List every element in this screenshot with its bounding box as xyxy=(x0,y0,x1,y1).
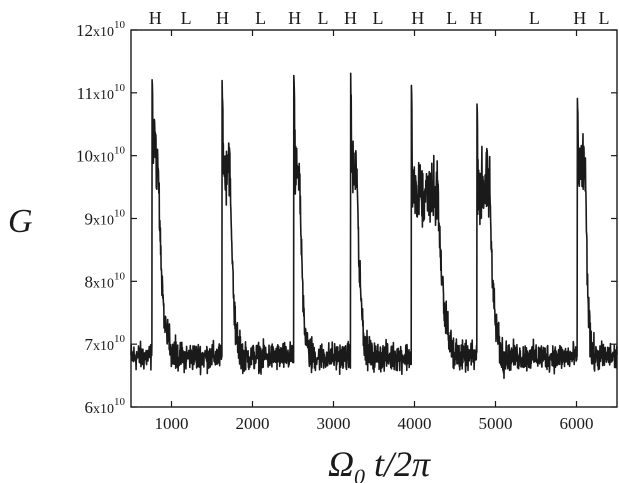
state-label: L xyxy=(181,8,192,28)
x-axis-title-prefix: Ω xyxy=(328,444,354,483)
x-tick-label: 3000 xyxy=(317,414,351,433)
state-label: L xyxy=(529,8,540,28)
labels: 6x1010 7x1010 8x1010 9x1010 10x1010 11x1010 12… xyxy=(76,8,610,433)
state-label: L xyxy=(599,8,610,28)
axes xyxy=(130,29,618,408)
y-tick-label: 7x1010 xyxy=(85,333,126,354)
y-tick-label: 8x1010 xyxy=(85,270,126,291)
y-axis-title: G xyxy=(8,203,33,240)
y-tick-label: 11x1010 xyxy=(77,82,126,103)
state-label: L xyxy=(255,8,266,28)
x-axis-title: Ω0 t/2π xyxy=(328,444,431,483)
state-label: H xyxy=(411,8,424,28)
y-tick-label: 10x1010 xyxy=(76,145,126,166)
plot-area xyxy=(130,72,618,380)
state-label: H xyxy=(216,8,229,28)
y-tick-label: 12x1010 xyxy=(76,19,126,40)
x-tick-label: 5000 xyxy=(479,414,513,433)
x-axis-title-suffix: t/2π xyxy=(365,444,431,483)
y-tick-label: 9x1010 xyxy=(85,208,126,229)
series-line xyxy=(130,72,618,380)
state-label: H xyxy=(149,8,162,28)
state-label: L xyxy=(373,8,384,28)
state-label: H xyxy=(288,8,301,28)
x-tick-label: 6000 xyxy=(560,414,594,433)
y-tick-label: 6x1010 xyxy=(85,396,126,417)
state-label: L xyxy=(446,8,457,28)
x-axis-title-subscript: 0 xyxy=(354,464,365,483)
state-label: L xyxy=(317,8,328,28)
state-label: H xyxy=(573,8,586,28)
x-tick-label: 4000 xyxy=(398,414,432,433)
state-label: H xyxy=(470,8,483,28)
state-label: H xyxy=(344,8,357,28)
x-tick-label: 1000 xyxy=(155,414,189,433)
x-tick-label: 2000 xyxy=(236,414,270,433)
